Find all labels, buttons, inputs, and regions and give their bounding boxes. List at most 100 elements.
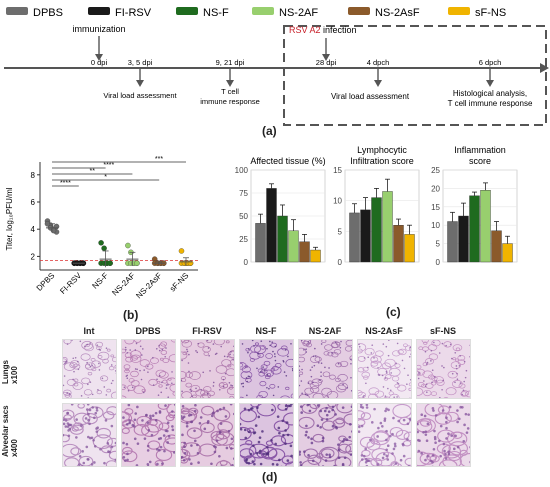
cell-nucleus xyxy=(77,368,80,371)
cell-nucleus xyxy=(193,429,196,433)
cell-nucleus xyxy=(105,347,108,349)
x-tick-label: sF-NS xyxy=(168,271,190,293)
cell-nucleus xyxy=(181,456,183,459)
cell-nucleus xyxy=(247,430,251,434)
tissue-fiber xyxy=(215,365,228,374)
tissue-fiber xyxy=(203,386,212,393)
cell-nucleus xyxy=(316,424,320,428)
tissue-fiber xyxy=(240,409,257,423)
dpi-3-5-arrowhead xyxy=(136,80,144,87)
cell-nucleus xyxy=(377,426,380,430)
tissue-fiber xyxy=(108,366,115,371)
cell-nucleus xyxy=(304,433,308,437)
tissue-fiber xyxy=(394,383,401,389)
cell-nucleus xyxy=(220,465,223,466)
y-tick-label: 0 xyxy=(338,258,343,267)
tissue-fiber xyxy=(124,352,133,358)
bar xyxy=(349,212,360,263)
cell-nucleus xyxy=(199,416,203,419)
tissue-fiber xyxy=(130,354,142,363)
cell-nucleus xyxy=(87,418,90,422)
bar xyxy=(310,249,321,263)
cell-nucleus xyxy=(75,436,78,439)
tissue-fiber xyxy=(447,450,462,462)
cell-nucleus xyxy=(469,460,470,464)
cell-nucleus xyxy=(456,372,458,375)
cell-nucleus xyxy=(459,405,463,409)
cell-nucleus xyxy=(307,341,310,343)
cell-nucleus xyxy=(136,405,139,409)
tissue-fiber xyxy=(465,390,470,398)
cell-nucleus xyxy=(203,427,207,431)
tissue-fiber xyxy=(181,351,188,360)
cell-nucleus xyxy=(85,445,89,449)
cell-nucleus xyxy=(390,367,392,369)
cell-nucleus xyxy=(287,355,289,358)
tissue-fiber xyxy=(133,340,142,343)
cell-nucleus xyxy=(422,430,425,434)
cell-nucleus xyxy=(397,419,400,423)
cell-nucleus xyxy=(451,357,453,360)
cell-nucleus xyxy=(378,374,381,376)
cell-nucleus xyxy=(209,370,211,372)
cell-nucleus xyxy=(171,410,174,413)
bar xyxy=(266,188,277,263)
cell-nucleus xyxy=(69,423,73,427)
cell-nucleus xyxy=(351,430,352,433)
y-tick-label: 6 xyxy=(31,198,36,207)
cell-nucleus xyxy=(409,418,411,422)
cell-nucleus xyxy=(350,389,352,392)
cell-nucleus xyxy=(455,367,458,370)
cell-nucleus xyxy=(124,346,127,349)
cell-nucleus xyxy=(260,340,263,342)
cell-nucleus xyxy=(343,456,347,460)
bar xyxy=(255,223,266,263)
cell-nucleus xyxy=(426,361,429,364)
cell-nucleus xyxy=(289,444,293,448)
cell-nucleus xyxy=(103,386,106,388)
cell-nucleus xyxy=(110,445,114,449)
legend-swatch xyxy=(348,7,370,15)
cell-nucleus xyxy=(431,465,434,466)
cell-nucleus xyxy=(307,454,310,457)
cell-nucleus xyxy=(291,369,293,372)
panel-label-d: (d) xyxy=(262,470,278,484)
data-point xyxy=(125,242,131,249)
cell-nucleus xyxy=(285,374,288,377)
cell-nucleus xyxy=(183,441,186,445)
bar xyxy=(371,197,382,263)
cell-nucleus xyxy=(469,344,470,347)
cell-nucleus xyxy=(410,353,411,355)
tissue-fiber xyxy=(277,404,289,411)
cell-nucleus xyxy=(247,351,249,354)
cell-nucleus xyxy=(320,362,323,365)
bar xyxy=(288,230,299,263)
tissue-fiber xyxy=(245,348,250,352)
cell-nucleus xyxy=(303,348,305,351)
tissue-fiber xyxy=(69,362,78,369)
tissue-fiber xyxy=(188,371,201,380)
tissue-fiber xyxy=(124,340,135,345)
tissue-fiber xyxy=(97,351,110,361)
tissue-fiber xyxy=(91,360,102,368)
cell-nucleus xyxy=(403,367,406,370)
cell-nucleus xyxy=(316,404,320,407)
cell-nucleus xyxy=(430,360,432,362)
tissue-fiber xyxy=(404,457,411,466)
cell-nucleus xyxy=(87,435,90,439)
cell-nucleus xyxy=(98,369,101,371)
cell-nucleus xyxy=(146,449,150,452)
cell-nucleus xyxy=(63,422,66,426)
tissue-fiber xyxy=(185,371,194,378)
tissue-fiber xyxy=(63,414,73,421)
cell-nucleus xyxy=(71,340,73,341)
cell-nucleus xyxy=(187,362,190,364)
cell-nucleus xyxy=(213,450,217,454)
cell-nucleus xyxy=(439,396,441,398)
cell-nucleus xyxy=(346,387,349,389)
cell-nucleus xyxy=(311,366,313,368)
cell-nucleus xyxy=(141,354,143,356)
cell-nucleus xyxy=(166,441,169,444)
